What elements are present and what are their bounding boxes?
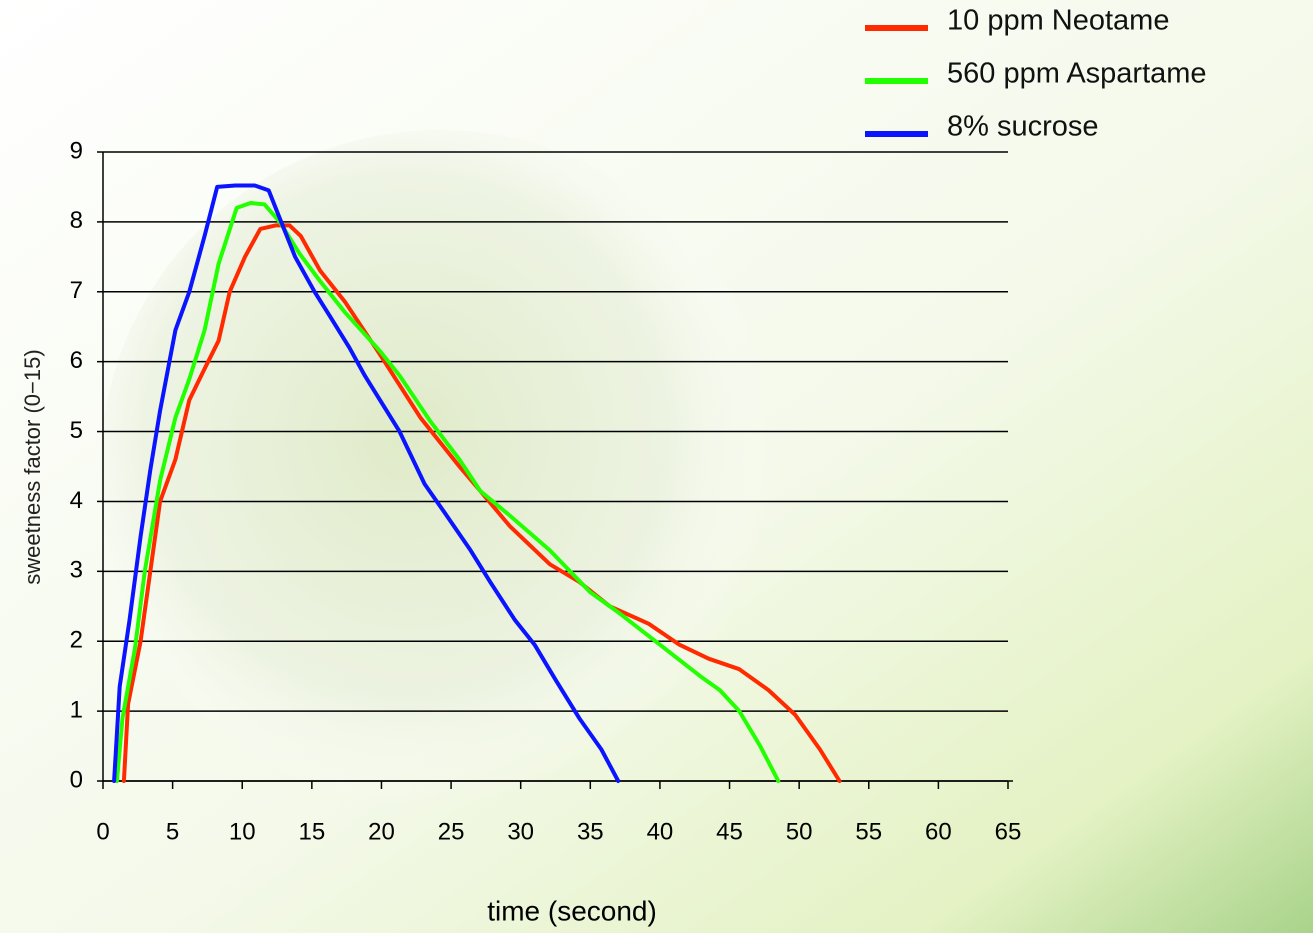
legend-label: 8% sucrose xyxy=(947,111,1099,143)
x-tick-label: 55 xyxy=(855,818,882,845)
data-line xyxy=(121,223,842,783)
legend-label: 10 ppm Neotame xyxy=(947,5,1169,37)
x-tick-label: 10 xyxy=(229,818,256,845)
y-tick-label: 3 xyxy=(70,557,83,584)
x-tick-label: 25 xyxy=(438,818,465,845)
x-tick-label: 0 xyxy=(96,818,109,845)
x-tick-label: 5 xyxy=(166,818,179,845)
y-tick-label: 8 xyxy=(70,207,83,234)
x-axis-title: time (second) xyxy=(487,895,657,926)
y-tick-label: 9 xyxy=(70,137,83,164)
y-tick-label: 4 xyxy=(70,487,83,514)
x-tick-label: 35 xyxy=(577,818,604,845)
x-tick-label: 20 xyxy=(368,818,395,845)
y-tick-label: 6 xyxy=(70,347,83,374)
x-tick-label: 40 xyxy=(647,818,674,845)
x-tick-label: 65 xyxy=(995,818,1022,845)
x-tick-label: 60 xyxy=(925,818,952,845)
y-tick-label: 7 xyxy=(70,277,83,304)
legend-label: 560 ppm Aspartame xyxy=(947,58,1207,90)
x-tick-label: 15 xyxy=(298,818,325,845)
data-line xyxy=(114,201,781,783)
data-line xyxy=(112,183,621,783)
y-tick-label: 2 xyxy=(70,627,83,654)
globe-decoration xyxy=(100,130,780,810)
y-tick-label: 0 xyxy=(70,766,83,793)
x-tick-label: 50 xyxy=(786,818,813,845)
y-tick-label: 1 xyxy=(70,696,83,723)
x-tick-label: 45 xyxy=(716,818,743,845)
x-tick-label: 30 xyxy=(507,818,534,845)
y-axis-title: sweetness factor (0−15) xyxy=(20,349,45,584)
y-tick-label: 5 xyxy=(70,417,83,444)
